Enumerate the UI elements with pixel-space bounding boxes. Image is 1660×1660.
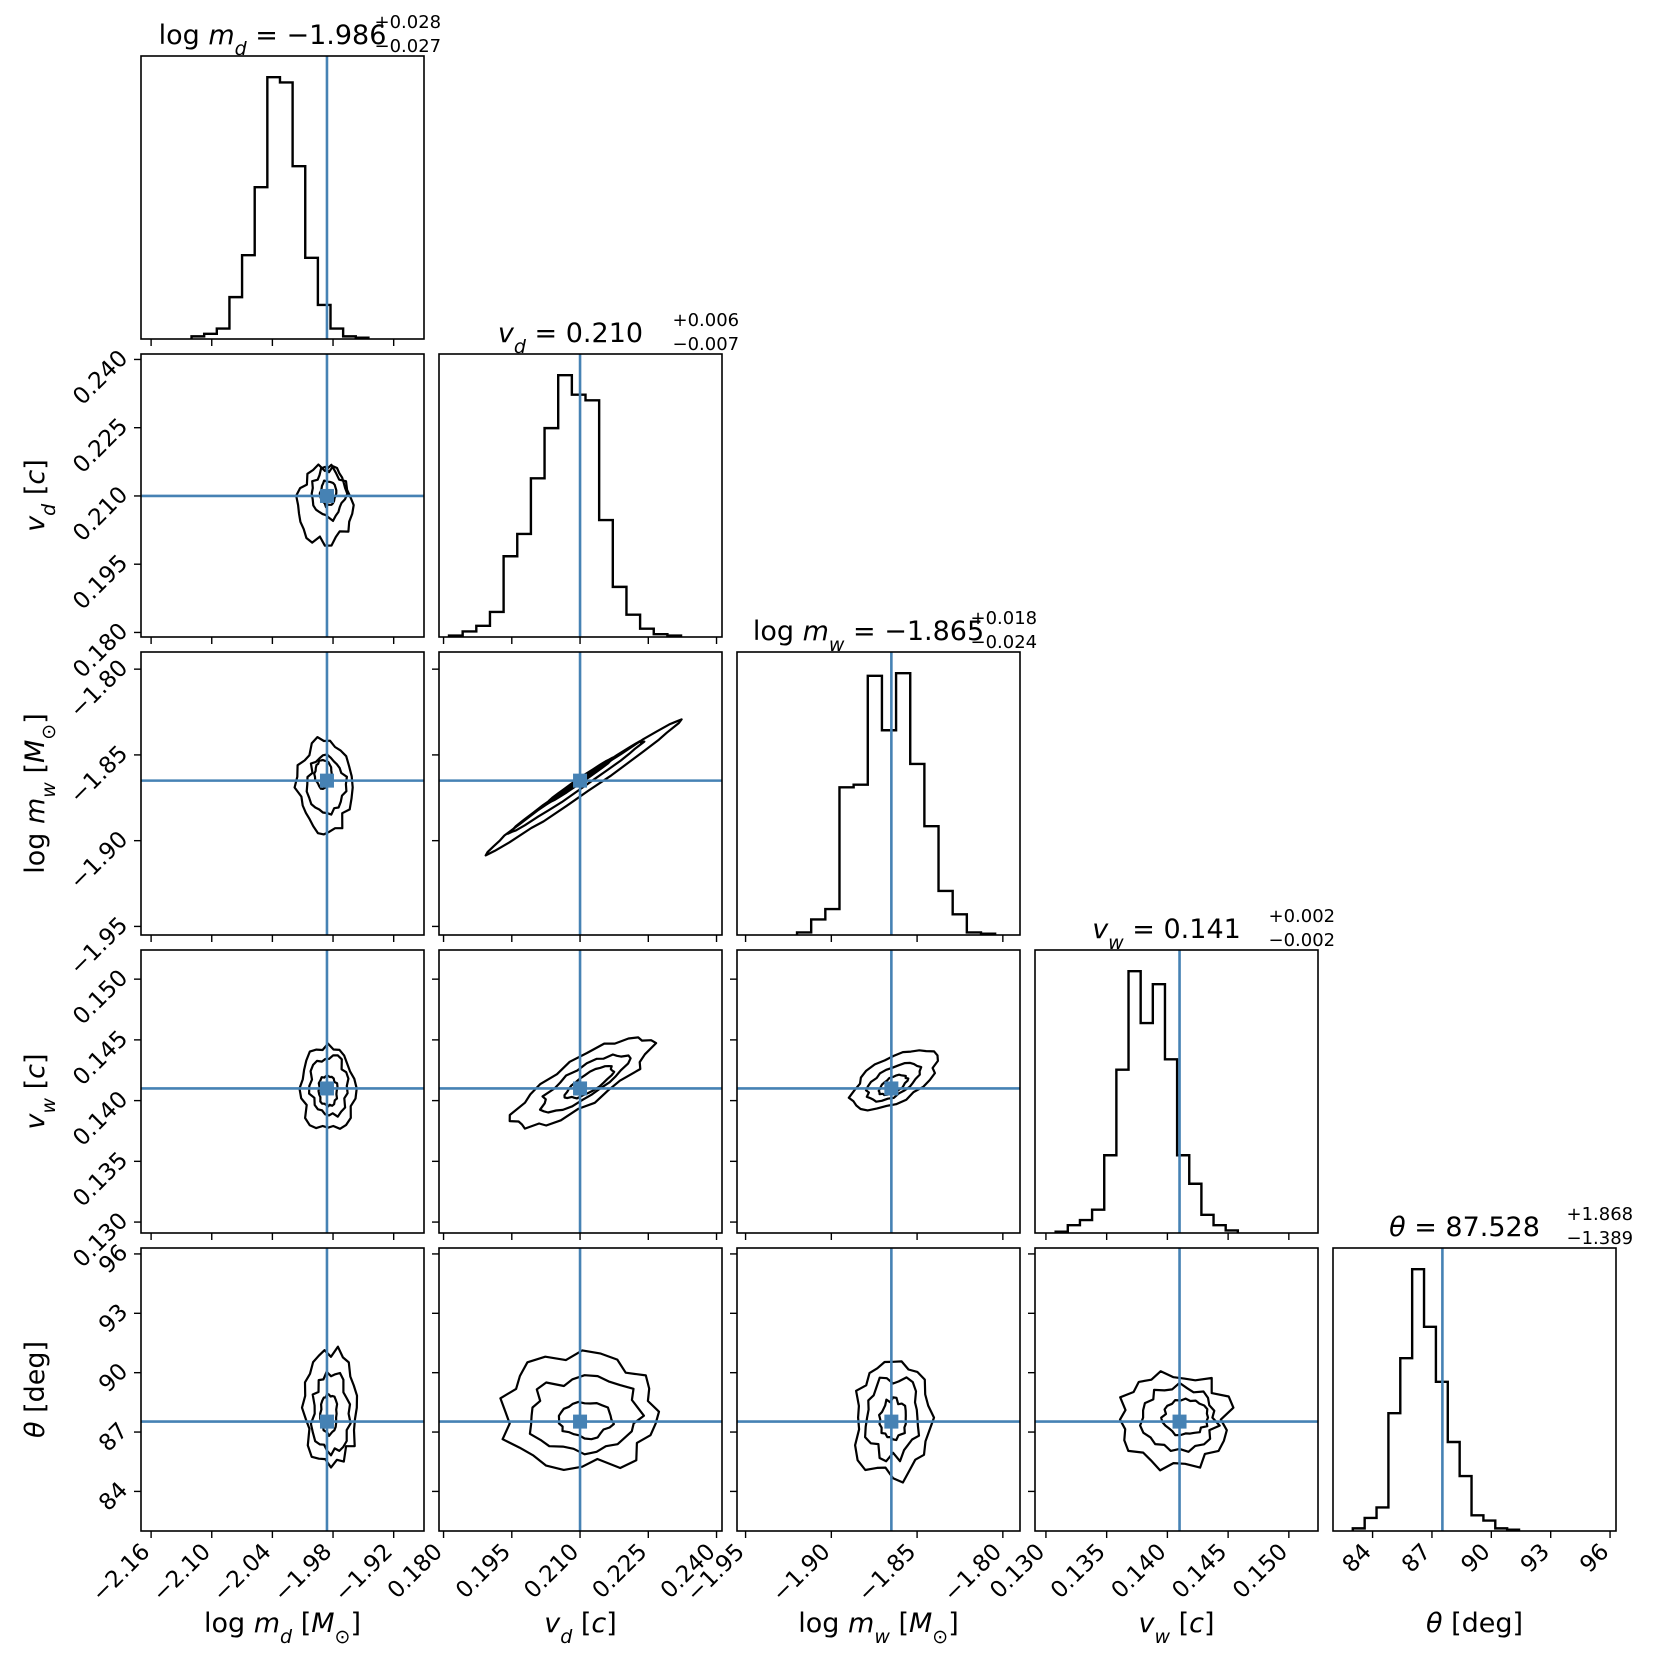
panel-title: log mw = −1.865 (753, 616, 984, 656)
y-axis-label-log_mw: log mw [M⊙] (20, 713, 60, 874)
contour-level-3 (318, 479, 338, 509)
contour-group (295, 463, 355, 547)
title-plus-error: +0.018 (971, 608, 1038, 629)
y-axis-label-v_d: vd [c] (20, 459, 60, 532)
contour-group (300, 1345, 359, 1469)
contour-level-1 (854, 1360, 936, 1484)
panel-frame (140, 1247, 425, 1532)
title-minus-error: −0.027 (375, 36, 442, 57)
histogram-steps (190, 76, 370, 339)
truth-marker (573, 1081, 588, 1096)
panel-log_mw-hist: log mw = −1.865+0.018 −0.024 (736, 608, 1038, 942)
truth-marker (884, 1081, 899, 1096)
panel-frame (736, 651, 1021, 936)
title-plus-error: +0.028 (375, 12, 442, 33)
title-plus-error: +0.006 (673, 310, 740, 331)
truth-marker (573, 773, 588, 788)
contour-group (484, 718, 683, 857)
truth-marker (319, 488, 334, 503)
truth-marker (573, 1414, 588, 1429)
y-axis-label-theta: θ [deg] (20, 1341, 51, 1438)
histogram-steps (1054, 970, 1240, 1233)
panel-title: θ = 87.528 (1389, 1212, 1540, 1243)
panel-frame (736, 949, 1021, 1234)
contour-level-3 (563, 1065, 616, 1100)
title-minus-error: −1.389 (1567, 1228, 1634, 1249)
contour-level-2 (309, 1370, 352, 1457)
truth-marker (319, 1414, 334, 1429)
panel-log_mw-vs-v_w (730, 949, 1021, 1240)
panel-frame (1332, 1247, 1617, 1532)
contour-level-1 (499, 1349, 661, 1471)
panel-log_md-hist: log md = −1.986+0.028 −0.027 (140, 12, 442, 346)
panel-v_w-hist: vw = 0.141 +0.002 −0.002 (1034, 906, 1336, 1240)
contour-level-1 (293, 736, 354, 836)
contour-level-3 (877, 1073, 910, 1097)
x-axis-label-v_d: vd [c] (544, 1608, 617, 1648)
title-minus-error: −0.002 (1269, 930, 1336, 951)
panel-title: log md = −1.986 (159, 20, 387, 60)
panel-v_d-vs-log_mw (432, 651, 723, 942)
x-axis-label-log_mw: log mw [M⊙] (798, 1608, 959, 1648)
title-minus-error: −0.024 (971, 632, 1038, 653)
contour-group (508, 1036, 658, 1130)
title-plus-error: +1.868 (1567, 1204, 1634, 1225)
contour-level-1 (300, 1345, 359, 1469)
panel-title: vd = 0.210 (498, 318, 643, 358)
contour-level-1 (295, 463, 355, 547)
histogram-steps (447, 374, 683, 637)
contour-level-1 (1118, 1370, 1235, 1472)
truth-marker (884, 1414, 899, 1429)
contour-level-2 (305, 753, 348, 816)
title-plus-error: +0.002 (1269, 906, 1336, 927)
contour-level-2 (528, 1374, 645, 1456)
contour-group (847, 1049, 939, 1112)
contour-level-2 (308, 1054, 350, 1118)
contour-level-2 (864, 1061, 923, 1103)
x-axis-label-v_w: vw [c] (1138, 1608, 1214, 1648)
contour-level-3 (1160, 1397, 1210, 1437)
contour-level-1 (847, 1049, 939, 1112)
contour-level-3 (878, 1396, 907, 1442)
contour-group (1118, 1370, 1235, 1472)
contour-level-2 (1139, 1381, 1221, 1453)
contour-level-3 (317, 1074, 339, 1108)
truth-marker (1172, 1414, 1187, 1429)
truth-marker (319, 1081, 334, 1096)
contour-level-2 (310, 465, 349, 522)
histogram-steps (795, 672, 997, 935)
y-axis-label-v_w: vw [c] (20, 1053, 60, 1129)
panel-frame (140, 949, 425, 1234)
contour-level-3 (319, 1392, 339, 1437)
panel-v_d-vs-v_w (432, 949, 723, 1240)
panel-v_d-hist: vd = 0.210 +0.006 −0.007 (438, 310, 740, 644)
histogram-steps (1351, 1268, 1521, 1531)
contour-group (499, 1349, 661, 1471)
panel-frame (736, 1247, 1021, 1532)
contour-level-3 (544, 756, 614, 806)
panel-frame (1034, 1247, 1319, 1532)
x-axis-label-theta: θ [deg] (1426, 1608, 1523, 1639)
panel-frame (140, 651, 425, 936)
contour-level-2 (538, 1053, 632, 1114)
contour-level-1 (508, 1036, 658, 1130)
x-axis-label-log_md: log md [M⊙] (204, 1608, 361, 1648)
panel-title: vw = 0.141 (1092, 914, 1241, 954)
contour-group (854, 1360, 936, 1484)
truth-marker (319, 773, 334, 788)
contour-level-2 (864, 1376, 921, 1463)
contour-level-3 (557, 1400, 615, 1441)
panel-frame (140, 55, 425, 340)
title-minus-error: −0.007 (673, 334, 740, 355)
panel-frame (1034, 949, 1319, 1234)
